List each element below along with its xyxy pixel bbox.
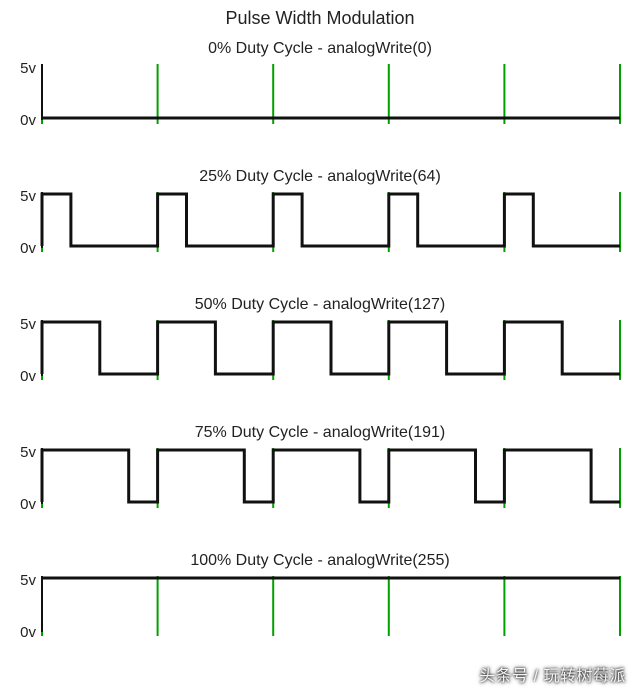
wave-svg: [0, 574, 630, 642]
axis-high-label: 5v: [4, 444, 36, 461]
wave-label: 100% Duty Cycle - analogWrite(255): [0, 552, 640, 570]
wave-block-2: 50% Duty Cycle - analogWrite(127): [0, 296, 640, 386]
axis-low-label: 0v: [4, 496, 36, 513]
axis-high-label: 5v: [4, 316, 36, 333]
wave-svg: [0, 446, 630, 514]
wave-block-0: 0% Duty Cycle - analogWrite(0): [0, 40, 640, 130]
wave-svg: [0, 62, 630, 130]
wave-block-4: 100% Duty Cycle - analogWrite(255): [0, 552, 640, 642]
wave-block-3: 75% Duty Cycle - analogWrite(191): [0, 424, 640, 514]
right-white-border: [633, 0, 640, 694]
axis-high-label: 5v: [4, 60, 36, 77]
wave-label: 0% Duty Cycle - analogWrite(0): [0, 40, 640, 58]
waveform-path: [42, 194, 620, 246]
wave-label: 75% Duty Cycle - analogWrite(191): [0, 424, 640, 442]
axis-high-label: 5v: [4, 188, 36, 205]
wave-label: 50% Duty Cycle - analogWrite(127): [0, 296, 640, 314]
wave-label: 25% Duty Cycle - analogWrite(64): [0, 168, 640, 186]
wave-svg: [0, 190, 630, 258]
watermark-text: 头条号 / 玩转树莓派: [479, 662, 626, 686]
axis-low-label: 0v: [4, 240, 36, 257]
pwm-diagram-page: { "title": "Pulse Width Modulation", "la…: [0, 0, 640, 694]
waveform-path: [42, 450, 620, 502]
axis-low-label: 0v: [4, 368, 36, 385]
axis-low-label: 0v: [4, 624, 36, 641]
wave-svg: [0, 318, 630, 386]
axis-high-label: 5v: [4, 572, 36, 589]
waveform-path: [42, 322, 620, 374]
page-title: Pulse Width Modulation: [0, 8, 640, 29]
wave-block-1: 25% Duty Cycle - analogWrite(64): [0, 168, 640, 258]
axis-low-label: 0v: [4, 112, 36, 129]
